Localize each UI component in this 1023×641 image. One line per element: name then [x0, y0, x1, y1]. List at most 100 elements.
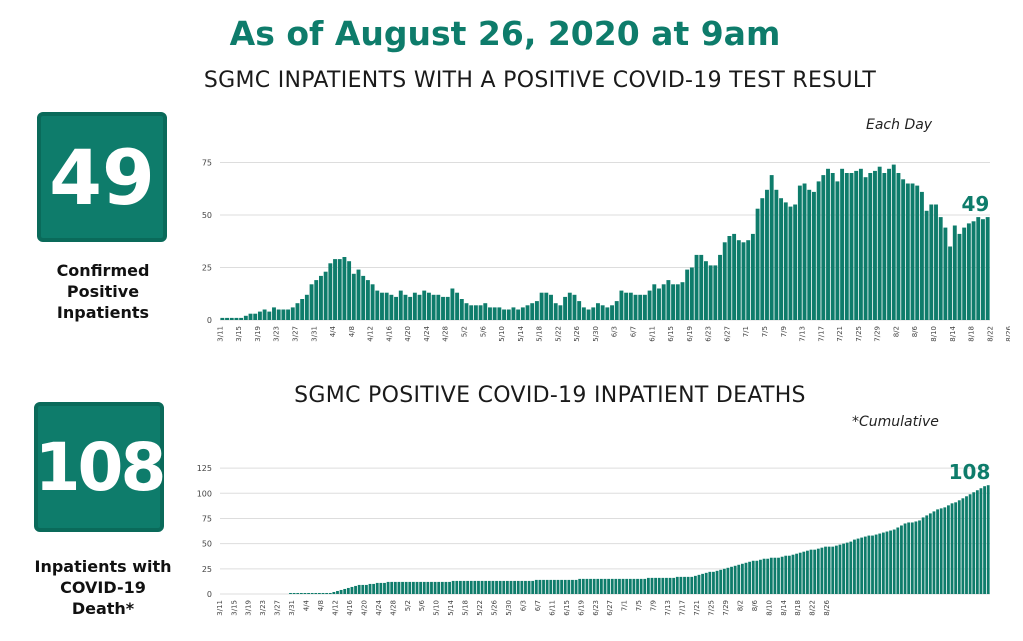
x-tick-label: 7/17: [817, 326, 825, 342]
bar: [675, 284, 680, 320]
bar: [412, 292, 417, 320]
x-tick-label: 4/28: [389, 600, 397, 616]
bar: [614, 578, 618, 594]
x-tick-label: 8/2: [736, 600, 744, 611]
bar: [455, 580, 459, 594]
bar: [539, 292, 544, 320]
bar: [370, 284, 375, 320]
bar: [444, 581, 448, 594]
y-tick-label: 25: [202, 264, 212, 273]
bar: [534, 579, 538, 594]
bar: [351, 273, 356, 320]
bar: [401, 581, 404, 594]
bar: [314, 280, 319, 320]
bar: [431, 294, 436, 320]
end-value-label: 108: [949, 460, 991, 484]
headline: As of August 26, 2020 at 9am: [229, 14, 781, 53]
bar: [323, 271, 328, 320]
bar: [863, 536, 867, 594]
bar: [524, 580, 527, 594]
bar: [900, 525, 903, 594]
bar: [478, 305, 483, 320]
bar: [592, 578, 596, 594]
bar: [458, 580, 462, 594]
bar: [976, 217, 981, 320]
x-tick-label: 6/23: [705, 326, 713, 342]
x-tick-label: 6/11: [648, 326, 656, 342]
bar: [798, 552, 802, 594]
bar: [881, 532, 885, 594]
bar: [336, 590, 339, 594]
bar: [733, 565, 737, 594]
y-tick-label: 25: [202, 565, 212, 574]
x-tick-label: 8/6: [911, 325, 919, 337]
bar: [947, 505, 950, 594]
caption-line: Inpatients with: [34, 557, 172, 576]
bar: [354, 585, 357, 594]
bar: [722, 568, 726, 594]
caption-line: COVID-19: [60, 578, 146, 597]
bar: [701, 573, 705, 594]
bar: [719, 569, 723, 594]
bar: [347, 261, 352, 320]
x-tick-label: 5/6: [479, 325, 487, 337]
bar: [948, 246, 953, 320]
bar: [563, 296, 568, 320]
bar: [394, 296, 399, 320]
bar: [652, 284, 657, 320]
bar: [774, 189, 779, 320]
bar: [918, 520, 921, 594]
bar: [697, 574, 701, 594]
bar: [295, 303, 300, 320]
x-tick-label: 7/25: [855, 326, 863, 342]
bar: [520, 307, 525, 320]
bar: [441, 296, 445, 320]
bar: [511, 307, 516, 320]
bar: [357, 584, 361, 594]
bar: [722, 242, 727, 320]
bar: [737, 564, 741, 594]
bar: [646, 577, 650, 594]
bar: [563, 579, 567, 594]
bar: [487, 580, 491, 594]
caption-inpatients: Confirmed Positive Inpatients: [18, 260, 188, 323]
bar: [484, 580, 488, 594]
x-tick-label: 4/12: [331, 600, 339, 616]
bar: [741, 242, 746, 320]
bar: [368, 583, 372, 594]
x-tick-label: 7/9: [650, 600, 658, 611]
x-tick-label: 5/26: [491, 599, 499, 615]
chart-title-inpatients: SGMC INPATIENTS WITH A POSITIVE COVID-19…: [203, 68, 877, 93]
bar: [581, 578, 585, 594]
bar: [625, 578, 629, 594]
bar: [680, 282, 685, 320]
x-tick-label: 8/14: [949, 325, 957, 341]
bar: [928, 513, 932, 594]
bar: [647, 290, 652, 320]
bar: [858, 168, 863, 320]
bar: [530, 303, 535, 320]
x-tick-label: 8/18: [794, 600, 802, 616]
bar: [827, 546, 831, 594]
bar: [506, 309, 511, 320]
bar: [830, 173, 835, 320]
y-tick-label: 100: [197, 489, 212, 498]
bar: [938, 217, 943, 320]
bar: [372, 583, 376, 594]
bar: [905, 183, 910, 320]
x-tick-label: 7/13: [664, 600, 672, 616]
bar: [957, 233, 962, 320]
bar: [525, 305, 530, 320]
x-tick-label: 8/10: [930, 326, 938, 342]
bar: [614, 301, 619, 320]
bar: [600, 305, 605, 320]
bar: [661, 577, 665, 594]
bar: [307, 592, 310, 594]
bar: [365, 584, 368, 594]
bar: [809, 549, 813, 594]
bar: [290, 307, 295, 320]
bar: [585, 578, 589, 594]
bar: [286, 309, 291, 320]
bar: [505, 580, 509, 594]
bar: [276, 309, 281, 320]
